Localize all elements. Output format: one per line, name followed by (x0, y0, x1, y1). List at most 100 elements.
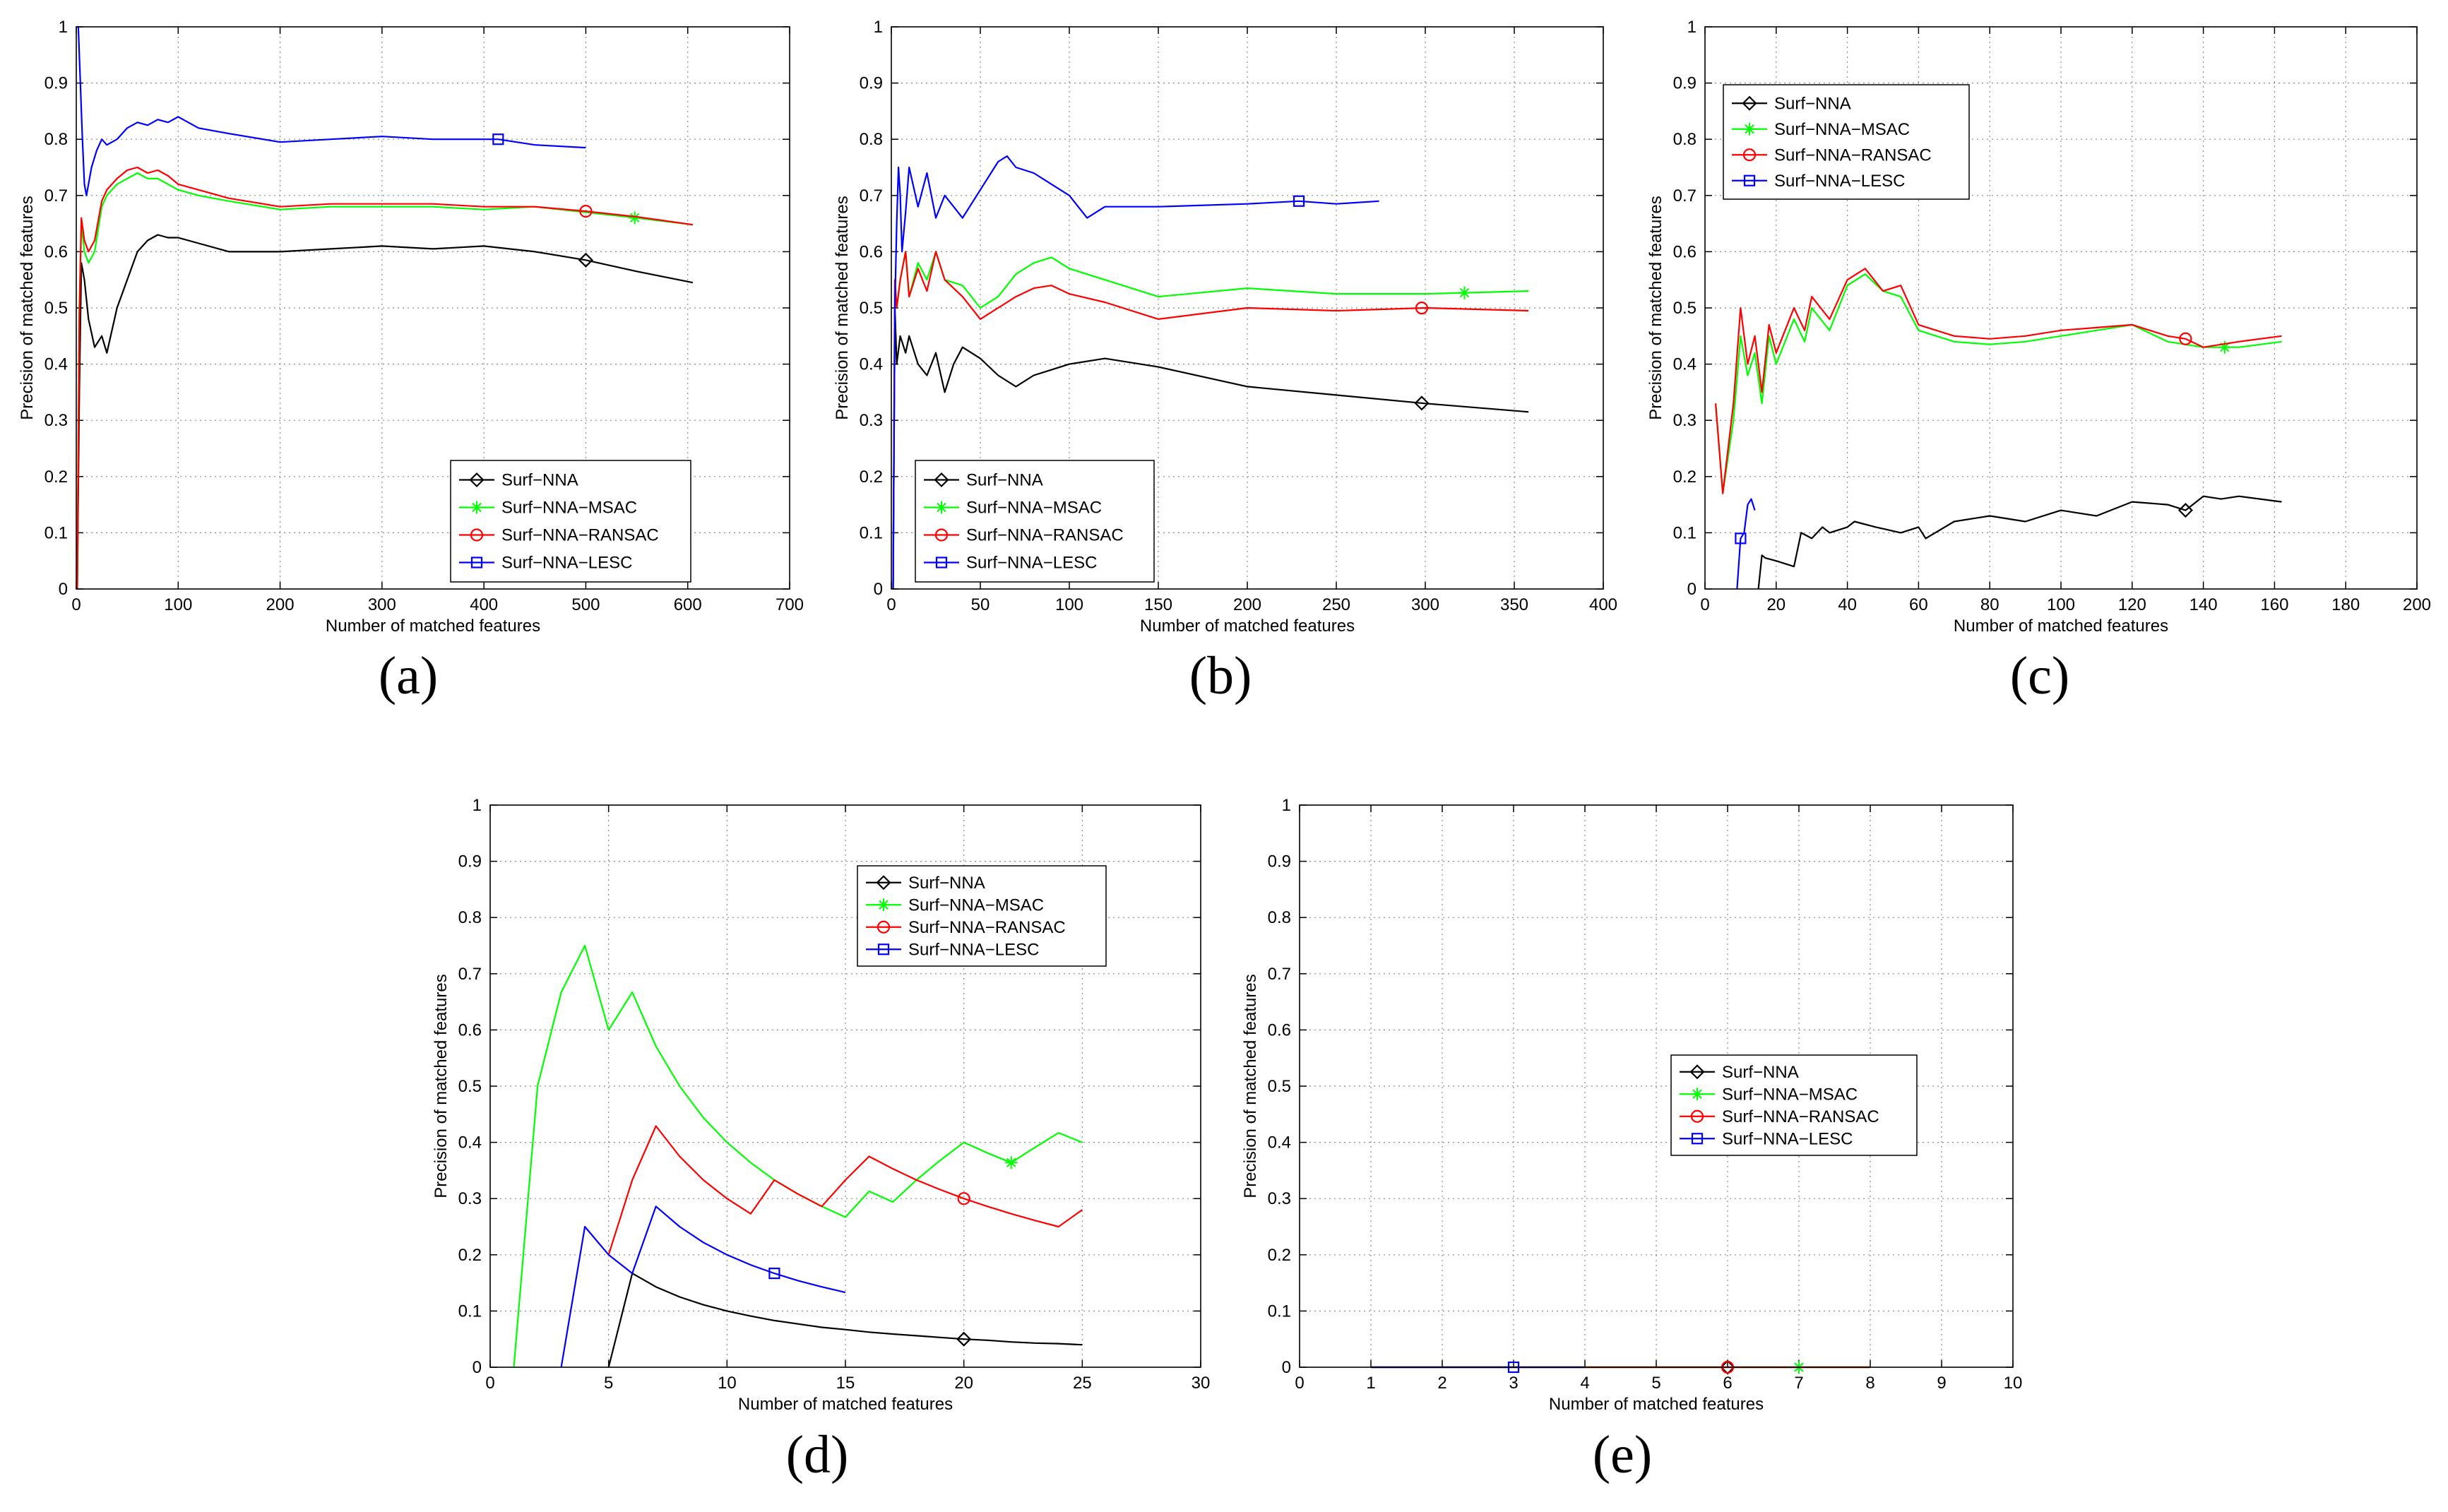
y-tick-label: 1 (59, 18, 68, 37)
square-marker (1743, 174, 1756, 186)
y-tick-label: 0.8 (860, 130, 883, 149)
y-tick-label: 0.7 (1268, 965, 1291, 984)
x-tick-label: 1 (1366, 1374, 1375, 1393)
x-tick-label: 0 (1700, 595, 1709, 614)
legend: Surf−NNA Surf−NNA−MSAC Surf−NNA−RANSAC Surf… (857, 865, 1107, 967)
y-tick-label: 0.3 (1268, 1189, 1291, 1208)
series-surf-nna-ransac (607, 1125, 1083, 1256)
series-line (76, 166, 694, 590)
star-marker (1743, 122, 1756, 136)
series-line (892, 155, 1379, 590)
series-line (560, 1206, 846, 1368)
x-tick-label: 160 (2260, 595, 2288, 614)
y-axis-label: Precision of matched features (1646, 196, 1665, 420)
y-tick-label: 0.4 (1673, 355, 1697, 374)
legend-entry: Surf−NNA−LESC (966, 554, 1097, 573)
series-line (1757, 495, 2282, 590)
legend-entry: Surf−NNA−MSAC (966, 499, 1102, 518)
y-tick-label: 0.2 (1268, 1246, 1291, 1265)
y-tick-label: 0.8 (1268, 908, 1291, 927)
chart-panel-c: 0 20 40 60 80 100 120 140 160 180 200 0 0.1 0.2 0.3 0.4… (1646, 18, 2431, 706)
y-tick-label: 0.2 (860, 468, 883, 487)
legend-entry: Surf−NNA−RANSAC (1774, 145, 1932, 165)
y-tick-label: 0.4 (458, 1133, 482, 1153)
y-tick-label: 0.7 (1673, 186, 1697, 206)
series-surf-nna-ransac (76, 166, 694, 590)
series-surf-nna-lesc (892, 155, 1379, 590)
legend-entry: Surf−NNA (908, 874, 985, 893)
axes-frame (1299, 804, 2014, 1368)
y-tick-label: 0.4 (860, 355, 883, 374)
legend-entry: Surf−NNA−LESC (908, 940, 1039, 959)
x-axis-label: Number of matched features (1549, 1395, 1764, 1414)
chart-panel-e: 0 1 2 3 4 5 6 7 8 9 10 0 0.1 0.2 0.3 0.4 0.5 0.6 0.7 0.8 0.9… (1241, 796, 2022, 1484)
diamond-marker (1742, 95, 1757, 111)
series-line (892, 251, 1529, 590)
y-tick-label: 0 (1687, 580, 1697, 599)
x-tick-label: 2 (1437, 1374, 1446, 1393)
series-line (607, 1125, 1083, 1256)
x-tick-label: 20 (954, 1374, 973, 1393)
y-tick-label: 0.3 (1673, 411, 1697, 430)
y-tick-label: 0.2 (44, 468, 68, 487)
x-tick-label: 0 (886, 595, 896, 614)
legend-entry: Surf−NNA−MSAC (501, 499, 637, 518)
legend-box (450, 460, 691, 583)
series-line (1715, 273, 2282, 494)
y-tick-label: 0.5 (44, 299, 68, 318)
diamond-marker (1689, 1064, 1705, 1080)
star-marker (1691, 1088, 1704, 1101)
x-tick-label: 350 (1500, 595, 1528, 614)
legend-entry: Surf−NNA−RANSAC (908, 918, 1066, 937)
x-axis-label: Number of matched features (1954, 617, 2168, 636)
series-surf-nna (607, 1272, 1083, 1368)
x-tick-label: 30 (1192, 1374, 1211, 1393)
x-tick-label: 15 (836, 1374, 855, 1393)
series-line (1715, 268, 2282, 494)
y-tick-label: 0.3 (860, 411, 883, 430)
square-marker (877, 943, 890, 956)
x-tick-label: 40 (1838, 595, 1857, 614)
y-tick-label: 0.9 (860, 74, 883, 93)
series-surf-nna-lesc (560, 1206, 846, 1368)
y-tick-label: 0.8 (1673, 130, 1697, 149)
x-tick-label: 50 (971, 595, 990, 614)
y-tick-label: 0.5 (458, 1077, 482, 1096)
legend-entry: Surf−NNA−MSAC (1722, 1085, 1858, 1104)
y-tick-label: 0.7 (860, 186, 883, 206)
y-tick-label: 0.9 (1673, 74, 1697, 93)
legend-entry: Surf−NNA (966, 471, 1043, 490)
y-tick-label: 0.6 (458, 1020, 482, 1040)
x-tick-label: 10 (718, 1374, 737, 1393)
circle-marker (2179, 332, 2192, 345)
x-tick-label: 400 (470, 595, 498, 614)
y-tick-label: 0.5 (1673, 299, 1697, 318)
x-tick-label: 5 (1651, 1374, 1660, 1393)
legend-entry: Surf−NNA (1774, 94, 1851, 113)
x-tick-label: 100 (1055, 595, 1083, 614)
star-marker (1004, 1156, 1018, 1169)
series-surf-nna (1757, 495, 2282, 590)
x-tick-label: 100 (2047, 595, 2075, 614)
diamond-marker (1414, 395, 1430, 411)
circle-marker (1742, 148, 1757, 162)
x-tick-label: 10 (2004, 1374, 2023, 1393)
series-line (76, 172, 694, 590)
x-tick-label: 80 (1980, 595, 2000, 614)
x-tick-label: 300 (1411, 595, 1439, 614)
chart-panel-b: 0 50 100 150 200 250 300 350 400 0 0.1 0.2 0.3 0.4 0.5… (833, 18, 1617, 706)
x-tick-label: 7 (1794, 1374, 1803, 1393)
y-tick-label: 0.6 (860, 242, 883, 261)
chart-panel-a: 0 100 200 300 400 500 600 700 0 0.1 0.2 0.3 0.4 0.5 0.… (18, 18, 804, 706)
x-tick-label: 500 (571, 595, 600, 614)
legend-entry: Surf−NNA−MSAC (908, 895, 1044, 915)
x-tick-label: 4 (1580, 1374, 1589, 1393)
y-tick-label: 0.7 (44, 186, 68, 206)
y-tick-label: 0.6 (44, 242, 68, 261)
square-marker (470, 556, 483, 569)
y-tick-label: 1 (1687, 18, 1697, 37)
legend: Surf−NNA Surf−NNA−MSAC Surf−NNA−RANSAC Surf… (1670, 1054, 1918, 1156)
x-tick-label: 20 (1766, 595, 1786, 614)
series-surf-nna-lesc (77, 25, 586, 196)
